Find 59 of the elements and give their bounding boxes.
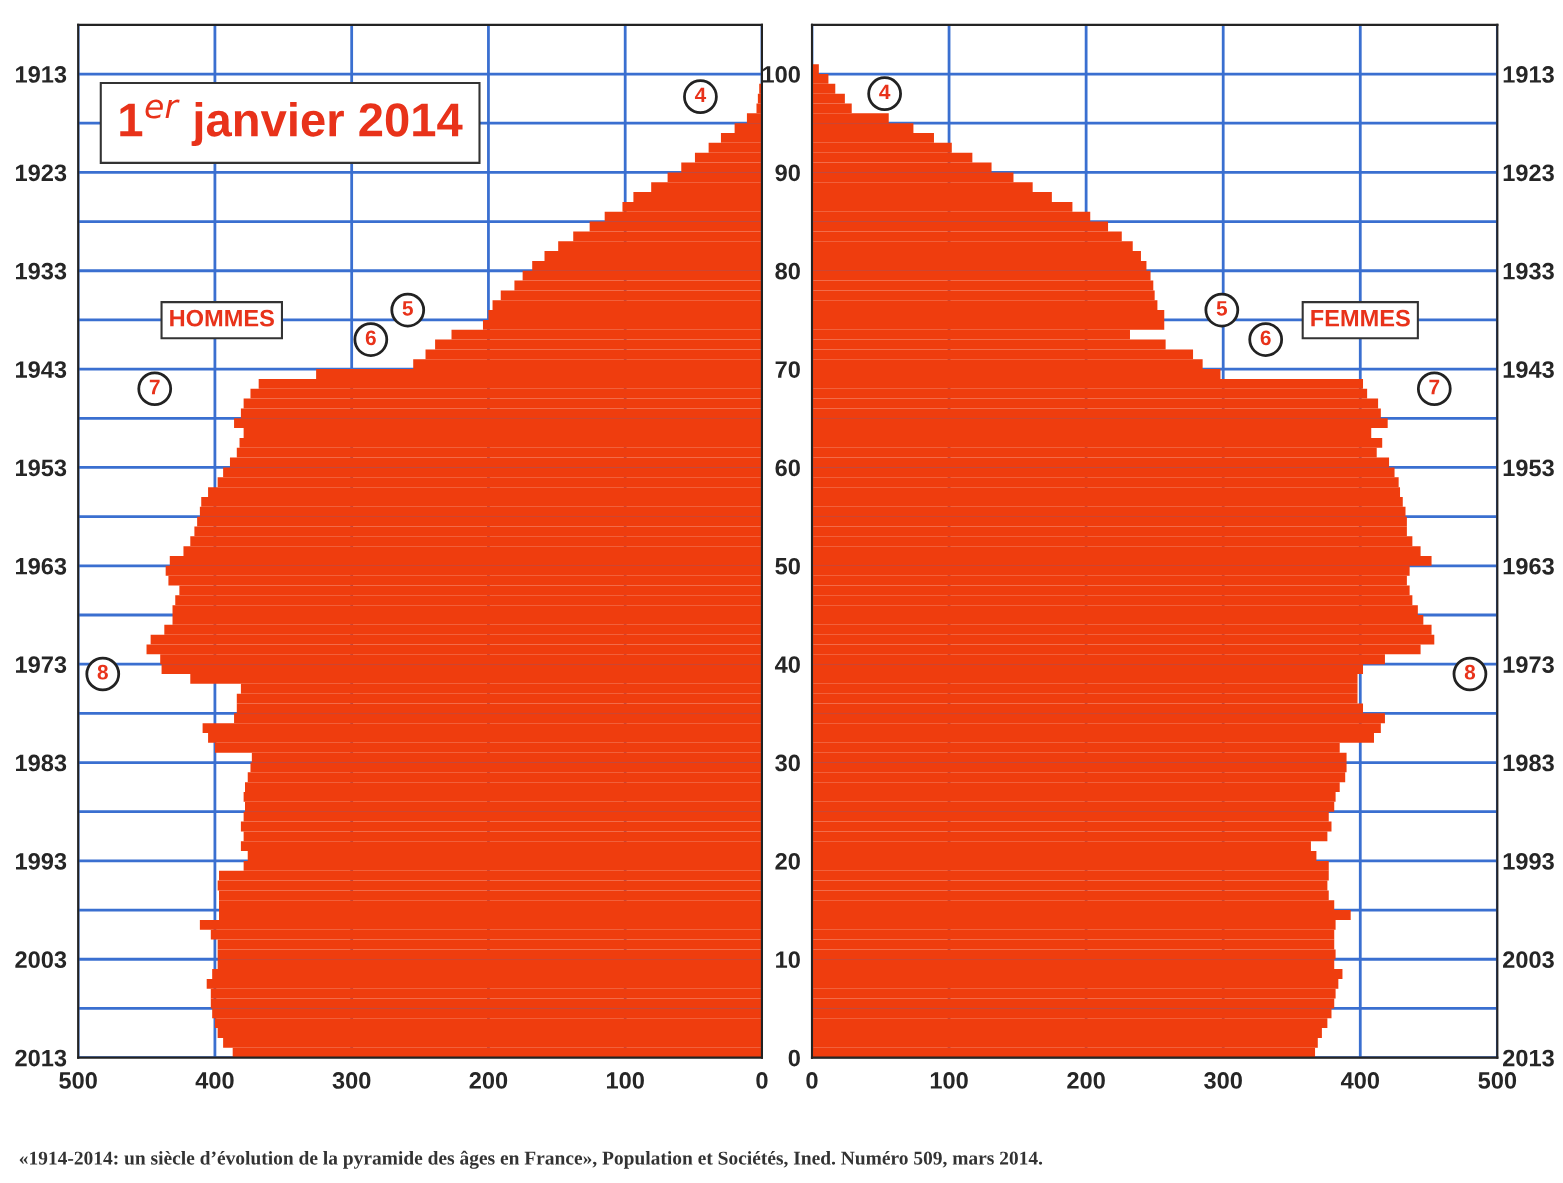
y2-tick-label: 2013 [1503,1049,1554,1067]
annotation: 6 [1260,330,1271,346]
y2-tick-label: 2003 [1503,951,1554,969]
x-tick-label: 500 [59,1072,97,1089]
text: HOMMES [170,309,274,327]
text: FEMMES [1311,309,1410,327]
x-tick-label: 300 [1204,1072,1242,1089]
x-tick-label: 200 [1067,1072,1105,1089]
annotation: 6 [365,330,376,346]
annotation: 8 [1464,664,1476,680]
y-tick-label: 1953 [16,459,67,477]
y-tick-label: 60 [775,459,800,477]
y-tick-label: 2013 [15,1049,67,1067]
y2-tick-label: 1933 [1503,262,1554,280]
annotation: 4 [879,84,891,100]
x-tick-label: 100 [930,1072,968,1089]
y-tick-label: 70 [775,361,800,378]
y2-tick-label: 1943 [1503,361,1554,378]
y-tick-label: 20 [775,852,800,870]
annotation: 7 [149,379,160,395]
y-tick-label: 1923 [16,164,67,182]
y-tick-label: 1943 [16,361,67,378]
annotation: 5 [1216,301,1228,316]
y-tick-label: 90 [775,164,800,182]
y-tick-label: 100 [762,66,800,83]
y-tick-label: 1913 [16,66,67,83]
annotation: 5 [402,301,413,316]
x-tick-label: 500 [1478,1072,1517,1089]
x-tick-label: 400 [195,1072,234,1089]
y-tick-label: 1963 [16,557,67,575]
x-tick-label: 0 [806,1072,818,1089]
y-tick-label: 1983 [16,754,67,772]
annotation: 8 [97,664,108,680]
y-tick-label: 2003 [15,951,67,969]
y-tick-label: 1973 [16,656,67,673]
y-tick-label: 0 [788,1049,800,1067]
y-tick-label: 10 [776,951,800,969]
y-tick-label: 1933 [16,262,67,280]
y-tick-label: 80 [775,262,800,280]
y-tick-label: 50 [775,557,800,575]
annotation: 7 [1429,379,1440,395]
x-tick-label: 400 [1340,1072,1380,1089]
y2-tick-label: 1953 [1503,459,1554,477]
y2-tick-label: 1993 [1503,852,1554,870]
y2-tick-label: 1963 [1503,557,1554,575]
x-tick-label: 300 [332,1072,371,1089]
text: 1$^{er}$ janvier 2014 [120,99,463,146]
y-tick-label: 40 [774,656,800,673]
y2-tick-label: 1983 [1503,754,1554,772]
y-tick-label: 1993 [16,852,67,870]
x-tick-label: 200 [469,1072,508,1089]
y2-tick-label: 1973 [1503,656,1554,673]
y2-tick-label: 1913 [1503,66,1554,83]
x-tick-label: 0 [756,1072,768,1089]
y2-tick-label: 1923 [1503,164,1554,182]
text: «1914-2014: un siècle d’évolution de la pyramide des âges en France», Population et Sociétés, Ined. Numéro 509, mars 2014. [19,1150,1043,1169]
x-tick-label: 100 [606,1072,644,1089]
annotation: 4 [694,87,707,103]
y-tick-label: 30 [775,754,800,772]
